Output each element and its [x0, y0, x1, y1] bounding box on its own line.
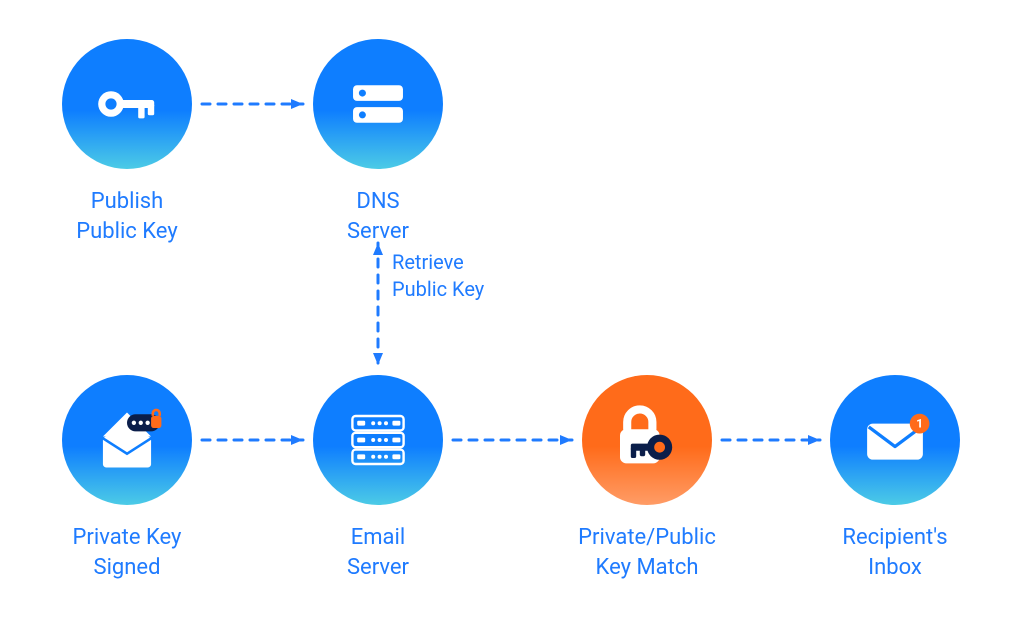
node-circle: [62, 39, 192, 169]
dkim-flow-diagram: Publish Public Key DNS Server Private Ke…: [0, 0, 1024, 635]
node-dnsServer: DNS Server: [313, 39, 443, 246]
node-label: Private/Public Key Match: [578, 523, 716, 582]
node-label: Recipient's Inbox: [842, 523, 947, 582]
node-emailServer: Email Server: [313, 375, 443, 582]
node-label: Publish Public Key: [76, 187, 178, 246]
node-circle: [582, 375, 712, 505]
node-circle: [313, 375, 443, 505]
svg-text:1: 1: [916, 418, 923, 432]
lock-key-icon: [602, 395, 692, 485]
inbox-envelope-icon: 1: [854, 399, 936, 481]
key-icon: [87, 64, 167, 144]
server-rack-icon: [338, 400, 418, 480]
node-label: Private Key Signed: [73, 523, 182, 582]
node-label: Email Server: [347, 523, 409, 582]
edge-label: Retrieve Public Key: [392, 249, 484, 303]
node-circle: 1: [830, 375, 960, 505]
node-keyMatch: Private/Public Key Match: [582, 375, 712, 582]
node-circle: [62, 375, 192, 505]
node-recipientInbox: 1 Recipient's Inbox: [830, 375, 960, 582]
signed-envelope-icon: [84, 397, 170, 483]
node-privateKeySigned: Private Key Signed: [62, 375, 192, 582]
node-publishPublicKey: Publish Public Key: [62, 39, 192, 246]
node-label: DNS Server: [347, 187, 409, 246]
dns-icon: [339, 65, 417, 143]
node-circle: [313, 39, 443, 169]
